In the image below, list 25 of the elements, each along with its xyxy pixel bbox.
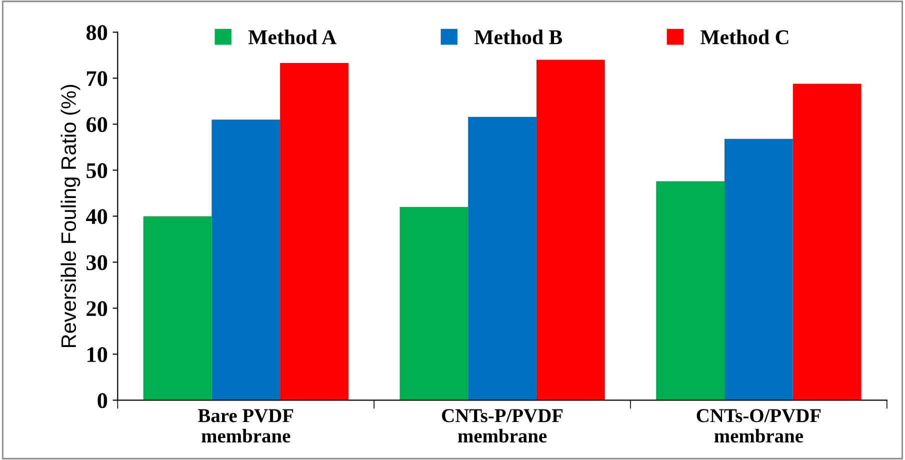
legend-label: Method A — [248, 30, 336, 44]
y-tick-label: 40 — [86, 209, 108, 224]
x-tick-label: CNTs-P/PVDF membrane — [442, 409, 563, 443]
y-axis-title: Reversible Fouling Ratio (%) — [60, 84, 80, 348]
bar — [792, 84, 862, 400]
legend-label: Method B — [474, 30, 562, 44]
bar — [143, 216, 212, 400]
bar — [212, 120, 280, 400]
bar — [656, 181, 725, 400]
bar — [280, 63, 348, 400]
y-tick-label: 0 — [98, 393, 108, 408]
bar — [468, 116, 536, 400]
bar — [724, 138, 793, 400]
x-tick-label: Bare PVDF membrane — [198, 409, 294, 443]
y-tick-label: 60 — [86, 117, 108, 132]
y-tick-label: 10 — [87, 347, 108, 362]
x-tick-label: CNTs-O/PVDF membrane — [696, 409, 821, 443]
y-tick-label: 80 — [86, 25, 108, 40]
bar — [400, 207, 468, 400]
y-tick-label: 20 — [86, 301, 108, 316]
y-tick-label: 50 — [86, 163, 108, 178]
y-tick-label: 70 — [86, 71, 108, 86]
y-tick-label: 30 — [86, 255, 108, 270]
bar — [536, 60, 605, 400]
legend-label: Method C — [700, 30, 788, 44]
